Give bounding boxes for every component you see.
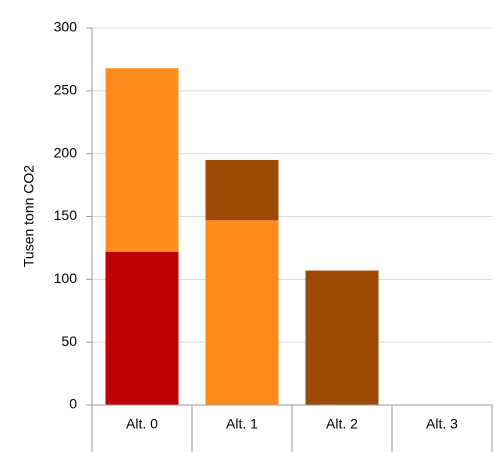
x-tick-label: Alt. 1 bbox=[226, 416, 258, 432]
y-tick-label: 150 bbox=[54, 207, 78, 223]
y-tick-label: 0 bbox=[69, 396, 77, 412]
y-axis-label: Tusen tonn CO2 bbox=[21, 165, 37, 267]
bar bbox=[105, 251, 179, 405]
y-tick-label: 300 bbox=[54, 19, 78, 35]
x-tick-label: Alt. 3 bbox=[426, 416, 458, 432]
y-tick-label: 100 bbox=[54, 270, 78, 286]
y-tick-label: 50 bbox=[61, 333, 77, 349]
bar bbox=[205, 159, 279, 221]
y-tick-label: 250 bbox=[54, 82, 78, 98]
x-tick-label: Alt. 0 bbox=[126, 416, 158, 432]
bar bbox=[205, 220, 279, 405]
y-tick-label: 200 bbox=[54, 144, 78, 160]
bar bbox=[305, 270, 379, 405]
bar bbox=[105, 68, 179, 252]
x-tick-label: Alt. 2 bbox=[326, 416, 358, 432]
